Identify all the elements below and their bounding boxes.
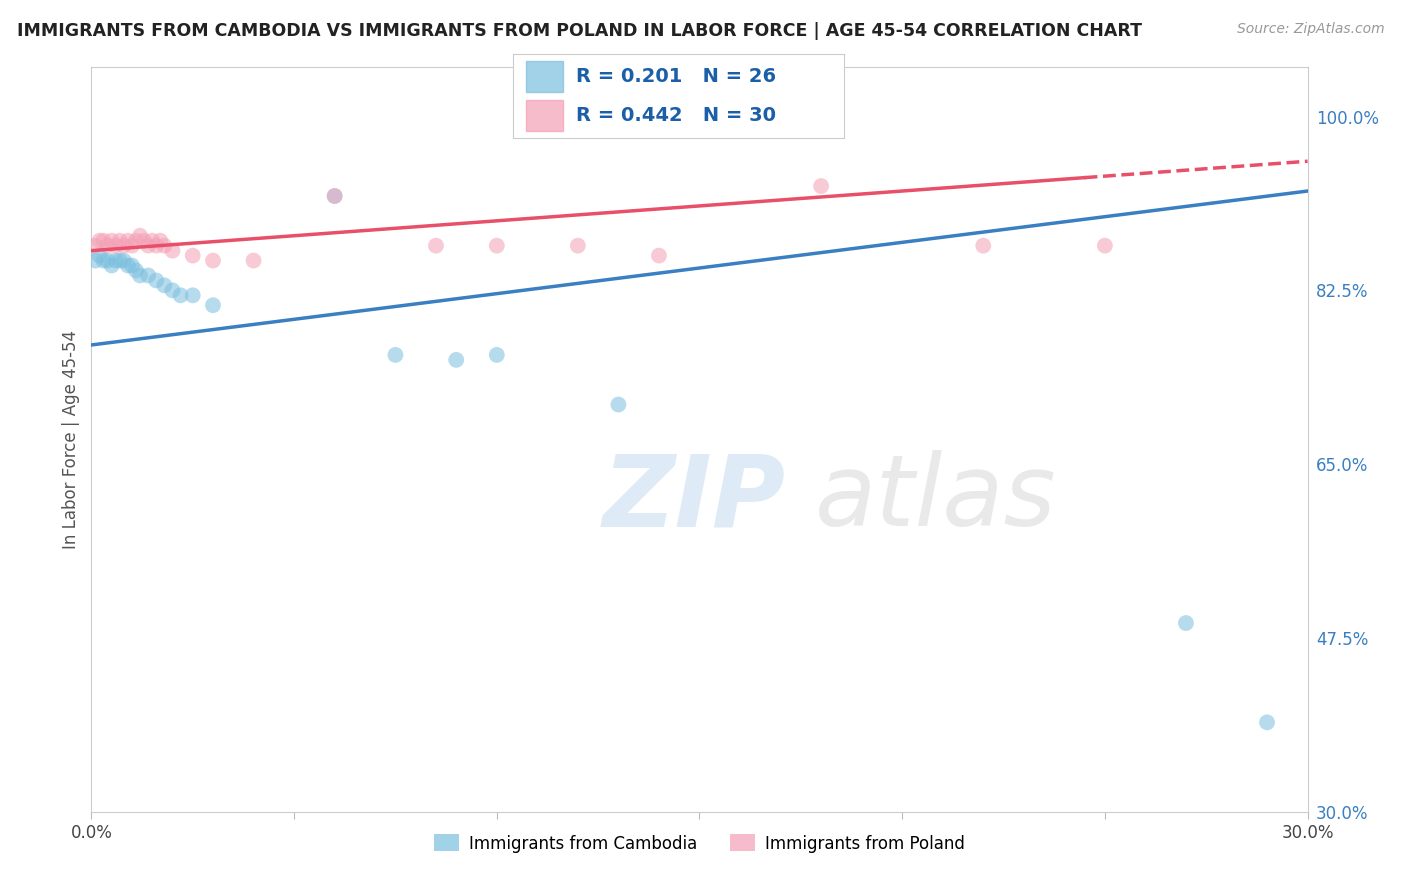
Point (89, 234, 111, 248)
Point (567, 238, 589, 252)
Point (169, 288, 191, 302)
Text: atlas: atlas (815, 450, 1057, 548)
Point (202, 298, 225, 312)
Point (444, 352, 467, 367)
Point (323, 189, 346, 203)
Point (93, 234, 115, 248)
Point (112, 253, 135, 268)
Point (485, 348, 508, 362)
Point (1175, 615, 1198, 630)
Point (810, 179, 832, 194)
Point (112, 238, 135, 252)
Point (425, 238, 447, 252)
Point (323, 189, 346, 203)
Point (125, 263, 148, 277)
Point (162, 284, 184, 298)
Point (121, 259, 143, 273)
Text: IMMIGRANTS FROM CAMBODIA VS IMMIGRANTS FROM POLAND IN LABOR FORCE | AGE 45-54 CO: IMMIGRANTS FROM CAMBODIA VS IMMIGRANTS F… (17, 22, 1142, 40)
Point (97, 253, 120, 268)
Y-axis label: In Labor Force | Age 45-54: In Labor Force | Age 45-54 (62, 330, 80, 549)
Point (202, 253, 225, 268)
Point (136, 238, 159, 252)
Point (108, 253, 131, 268)
Point (1256, 715, 1278, 730)
Point (108, 234, 131, 248)
Point (117, 259, 139, 273)
Point (129, 268, 152, 283)
Point (648, 249, 671, 263)
Point (104, 253, 127, 268)
Point (153, 278, 176, 293)
Point (141, 234, 163, 248)
Text: R = 0.442   N = 30: R = 0.442 N = 30 (576, 106, 776, 125)
Point (84, 253, 107, 268)
Point (125, 234, 148, 248)
Point (129, 228, 152, 243)
Point (104, 238, 127, 252)
Point (89, 249, 111, 263)
Bar (526, 62, 562, 92)
Text: ZIP: ZIP (602, 450, 785, 548)
Text: Source: ZipAtlas.com: Source: ZipAtlas.com (1237, 22, 1385, 37)
Point (607, 398, 630, 412)
Point (181, 288, 204, 302)
Point (145, 238, 167, 252)
Point (117, 234, 139, 248)
Point (100, 234, 122, 248)
Point (1094, 238, 1116, 252)
Point (121, 238, 143, 252)
Point (136, 268, 159, 283)
Point (100, 259, 122, 273)
Point (384, 348, 406, 362)
Point (84, 238, 107, 252)
Point (132, 234, 155, 248)
Text: R = 0.201   N = 26: R = 0.201 N = 26 (576, 67, 776, 86)
Point (153, 238, 176, 252)
Point (149, 234, 172, 248)
Legend: Immigrants from Cambodia, Immigrants from Poland: Immigrants from Cambodia, Immigrants fro… (427, 828, 972, 859)
Point (181, 249, 204, 263)
Point (485, 238, 508, 252)
Bar (526, 100, 562, 130)
Point (242, 253, 264, 268)
Point (93, 253, 115, 268)
Point (972, 238, 994, 252)
Point (162, 244, 184, 258)
Point (97, 238, 120, 252)
Point (145, 273, 167, 287)
